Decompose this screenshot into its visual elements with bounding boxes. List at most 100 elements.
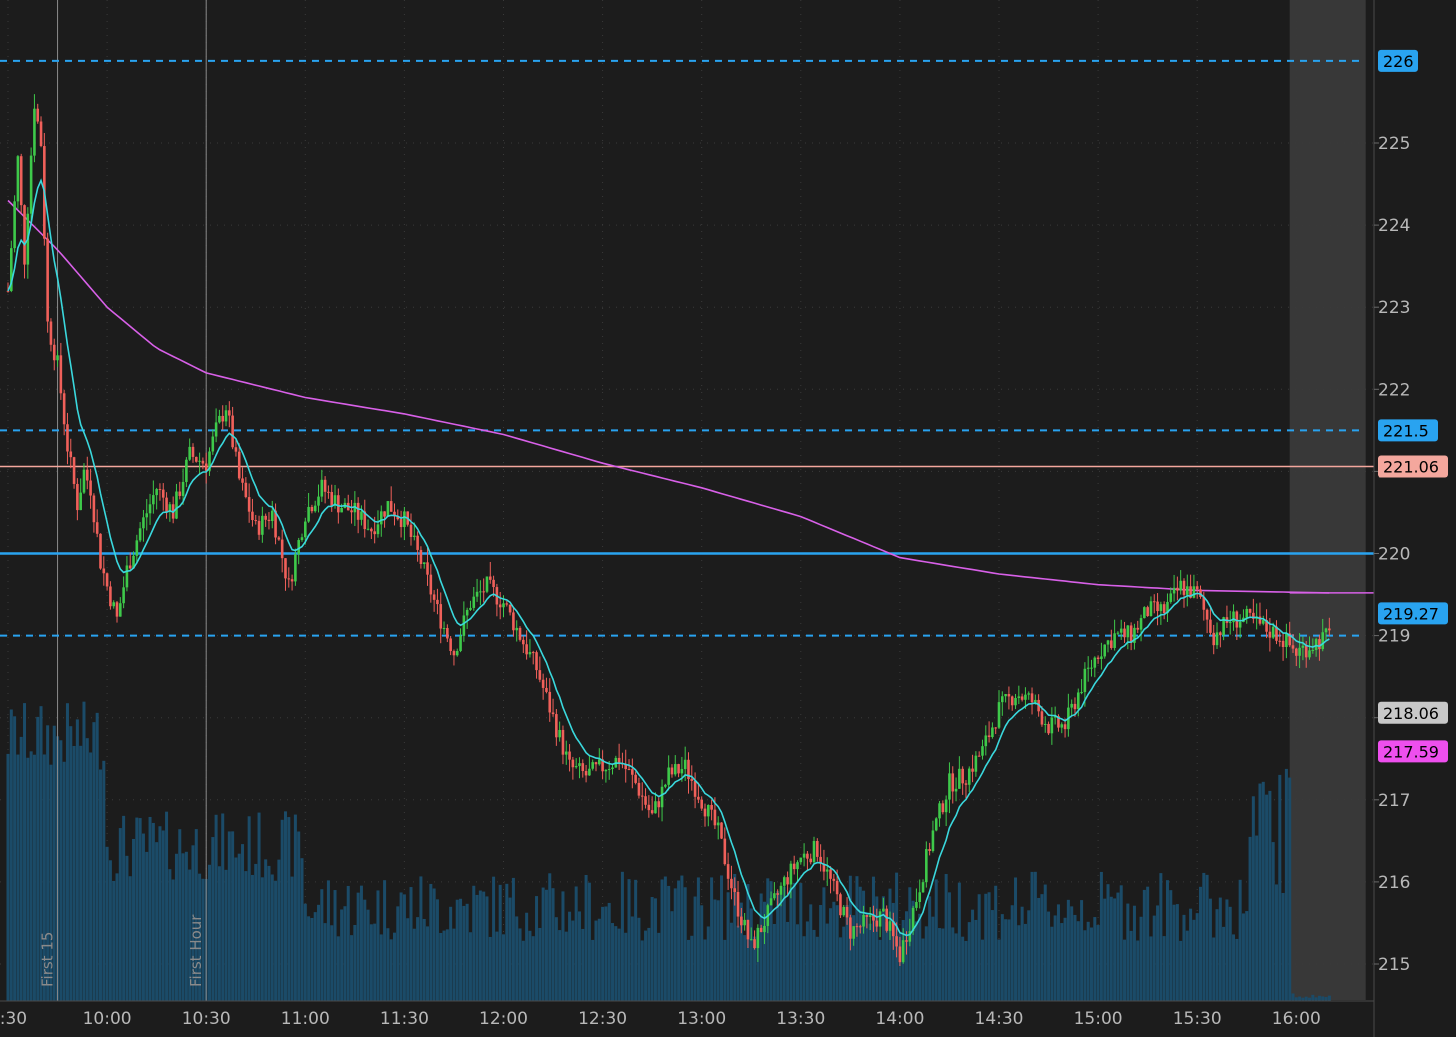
volume-bar bbox=[947, 892, 951, 1001]
price-tag-label: 226 bbox=[1383, 52, 1414, 71]
price-tag-box bbox=[1378, 701, 1448, 724]
volume-bar bbox=[720, 875, 724, 1001]
volume-bar bbox=[782, 886, 786, 1001]
after-hours-shading bbox=[1289, 0, 1366, 1000]
volume-bar bbox=[317, 904, 321, 1001]
volume-bar bbox=[1248, 836, 1252, 1001]
candle-body bbox=[1265, 620, 1268, 632]
volume-bar bbox=[703, 939, 707, 1001]
candle-body bbox=[366, 528, 370, 530]
candle-body bbox=[891, 921, 895, 937]
volume-bar bbox=[118, 828, 122, 1001]
candle-body bbox=[1017, 696, 1021, 698]
candle-body bbox=[105, 573, 109, 587]
volume-bar bbox=[914, 921, 918, 1001]
volume-bar bbox=[1225, 899, 1229, 1001]
volume-bar bbox=[343, 906, 347, 1001]
candle-body bbox=[508, 604, 512, 613]
candle-body bbox=[1238, 621, 1242, 628]
volume-bar bbox=[98, 769, 102, 1001]
volume-bar bbox=[829, 908, 833, 1001]
volume-bar bbox=[739, 902, 743, 1001]
volume-bar bbox=[452, 928, 456, 1001]
volume-bar bbox=[1017, 925, 1021, 1001]
volume-bar bbox=[875, 896, 879, 1001]
candle-body bbox=[637, 782, 641, 796]
candle-body bbox=[294, 554, 297, 582]
candle-body bbox=[102, 568, 106, 574]
volume-bar bbox=[221, 813, 225, 1001]
candle-body bbox=[825, 869, 829, 872]
candle-body bbox=[832, 878, 836, 881]
candle-body bbox=[538, 670, 542, 680]
candle-body bbox=[901, 940, 905, 963]
marker-label: First Hour bbox=[187, 914, 205, 987]
volume-bar bbox=[326, 880, 330, 1001]
candle-body bbox=[1070, 703, 1073, 708]
candle-body bbox=[16, 156, 20, 202]
volume-bar bbox=[1149, 936, 1153, 1001]
volume-bar bbox=[944, 874, 948, 1001]
candle-body bbox=[287, 578, 291, 580]
volume-bar bbox=[1294, 997, 1298, 1001]
time-axis[interactable]: 9:30 10:00 10:30 11:00 11:30 12:00 12:30 13:00 1… bbox=[0, 1009, 1321, 1029]
candle-body bbox=[779, 885, 783, 895]
candle-body bbox=[1116, 632, 1120, 634]
volume-bar bbox=[62, 761, 66, 1001]
volume-bar bbox=[112, 880, 116, 1001]
candle-body bbox=[492, 579, 495, 588]
candle-body bbox=[984, 735, 988, 747]
volume-bar bbox=[508, 897, 512, 1001]
price-tag: 221.5 bbox=[1378, 419, 1438, 442]
volume-bar bbox=[838, 937, 842, 1001]
candle-body bbox=[1179, 580, 1182, 591]
candle-body bbox=[436, 599, 439, 605]
volume-bar bbox=[307, 916, 311, 1001]
price-tag-label: 218.06 bbox=[1383, 704, 1439, 723]
volume-bar bbox=[1159, 873, 1163, 1001]
volume-bar bbox=[135, 817, 139, 1001]
candle-body bbox=[1133, 627, 1136, 643]
candle-body bbox=[488, 576, 492, 580]
volume-bar bbox=[439, 932, 443, 1001]
candle-body bbox=[1004, 694, 1007, 697]
candle-body bbox=[1258, 616, 1262, 624]
volume-bar bbox=[132, 838, 136, 1001]
volume-bar bbox=[1245, 911, 1249, 1001]
candle-body bbox=[1314, 639, 1318, 651]
volume-bar bbox=[468, 932, 472, 1001]
candle-body bbox=[934, 818, 938, 831]
candle-body bbox=[46, 238, 49, 322]
candle-body bbox=[611, 767, 614, 769]
volume-bar bbox=[178, 829, 182, 1001]
candle-body bbox=[1301, 645, 1305, 648]
volume-bar bbox=[571, 920, 575, 1001]
volume-bar bbox=[42, 754, 46, 1001]
volume-bar bbox=[1093, 917, 1097, 1001]
candle-body bbox=[33, 108, 36, 156]
volume-bar bbox=[957, 882, 961, 1001]
candle-body bbox=[528, 652, 532, 655]
candle-body bbox=[270, 510, 274, 522]
volume-bar bbox=[670, 911, 674, 1001]
volume-bar bbox=[1116, 892, 1120, 1001]
candle-body bbox=[796, 862, 799, 870]
volume-bar bbox=[293, 814, 297, 1001]
volume-bar bbox=[502, 934, 505, 1001]
candle-body bbox=[1199, 589, 1202, 597]
volume-bar bbox=[885, 922, 889, 1001]
volume-bar bbox=[1238, 879, 1242, 1001]
volume-bar bbox=[1165, 880, 1169, 1001]
volume-bar bbox=[1010, 905, 1014, 1001]
volume-bar bbox=[125, 855, 129, 1001]
candle-body bbox=[1328, 628, 1331, 631]
volume-bar bbox=[174, 853, 178, 1001]
volume-bar bbox=[1083, 930, 1087, 1001]
volume-bar bbox=[340, 909, 344, 1001]
candle-body bbox=[85, 469, 89, 481]
candle-body bbox=[802, 853, 806, 858]
volume-bar bbox=[984, 893, 988, 1001]
candle-body bbox=[898, 946, 902, 963]
volume-bar bbox=[237, 853, 241, 1001]
